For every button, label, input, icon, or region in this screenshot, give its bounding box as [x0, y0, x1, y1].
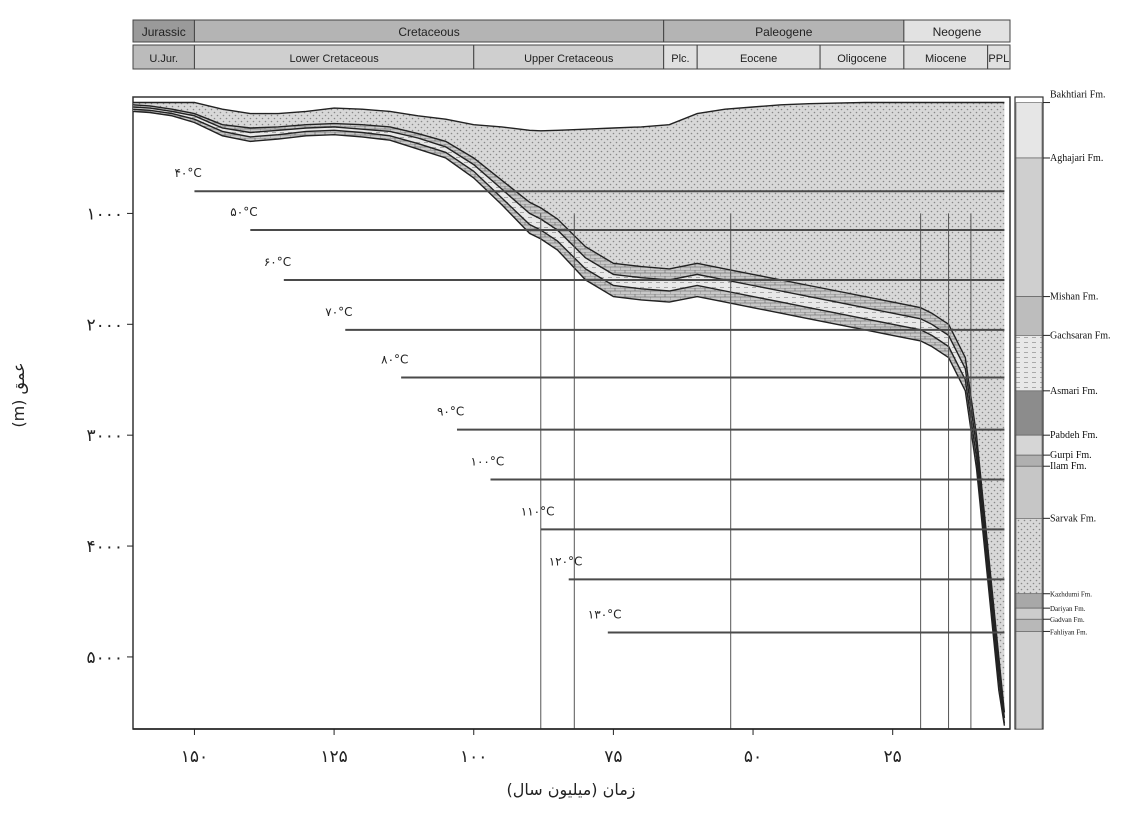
column-unit — [1015, 296, 1043, 336]
isotherm-label: ۴۰°C — [174, 166, 201, 180]
burial-layers — [132, 101, 1006, 726]
epoch-label: Oligocene — [837, 53, 887, 65]
y-tick-label: ۲۰۰۰ — [86, 315, 123, 335]
column-unit — [1015, 631, 1043, 730]
epoch-label: Eocene — [740, 53, 777, 65]
x-axis-title: زمان (میلیون سال) — [506, 780, 635, 800]
column-unit — [1015, 518, 1043, 595]
isotherm-label: ۱۳۰°C — [588, 608, 622, 622]
y-tick-label: ۱۰۰۰ — [86, 204, 123, 224]
epoch-label: PPL — [988, 53, 1009, 65]
epoch-cell — [987, 44, 1011, 70]
y-tick-label: ۴۰۰۰ — [86, 537, 123, 557]
period-cell — [903, 19, 1011, 43]
column-unit — [1015, 390, 1043, 436]
horizon-line — [133, 101, 1005, 132]
period-label: Cretaceous — [398, 25, 459, 39]
epoch-label: Upper Cretaceous — [524, 53, 614, 65]
column-unit — [1015, 607, 1043, 620]
horizon-line — [132, 104, 1006, 713]
isotherm-label: ۶۰°C — [264, 255, 291, 269]
epoch-cell — [193, 44, 475, 70]
formation-label: Dariyan Fm. — [1050, 605, 1086, 613]
column-unit — [1015, 434, 1043, 456]
x-tick-label: ۱۰۰ — [460, 747, 487, 767]
formation-label: Gurpi Fm. — [1050, 450, 1092, 461]
formation-label: Gachsaran Fm. — [1050, 330, 1111, 341]
isotherm-label: ۱۲۰°C — [549, 554, 583, 568]
period-label: Jurassic — [142, 25, 186, 39]
x-tick-label: ۲۵ — [884, 747, 902, 767]
epoch-label: U.Jur. — [149, 53, 178, 65]
burial-layer — [133, 102, 1005, 713]
y-axis-title: عمق (m) — [9, 362, 29, 427]
isotherm-lines: ۴۰°C ۵۰°C ۶۰°C ۷۰°C ۸۰°C ۹۰°C ۱۰۰°C ۱۱۰°C ۱۲۰°C ۱… — [174, 166, 1005, 634]
timescale-header: Jurassic Cretaceous Paleogene Neogene U.Jur.… — [132, 19, 1011, 70]
period-label: Neogene — [933, 25, 982, 39]
y-tick-label: ۳۰۰۰ — [86, 426, 123, 446]
formation-label: Kazhdumi Fm. — [1050, 591, 1092, 599]
age-vertical-lines — [540, 213, 972, 729]
formation-label: Gadvan Fm. — [1050, 616, 1085, 624]
isotherm-label: ۹۰°C — [437, 405, 464, 419]
x-tick-label: ۱۵۰ — [181, 747, 208, 767]
epoch-cell — [696, 44, 821, 70]
y-tick-label: ۵۰۰۰ — [86, 648, 123, 668]
epoch-cell — [473, 44, 665, 70]
formation-label: Fahliyan Fm. — [1050, 628, 1088, 636]
column-unit — [1015, 157, 1043, 297]
isotherm-label: ۵۰°C — [230, 205, 257, 219]
isotherm-label: ۸۰°C — [381, 353, 408, 367]
isotherm-label: ۷۰°C — [325, 305, 352, 319]
column-unit — [1015, 593, 1043, 609]
formation-label: Ilam Fm. — [1050, 461, 1087, 472]
epoch-label: Plc. — [671, 53, 689, 65]
stratigraphic-column: Bakhtiari Fm. Aghajari Fm. Mishan Fm. Gachs… — [1014, 90, 1111, 730]
x-tick-label: ۵۰ — [744, 747, 762, 767]
column-unit — [1015, 335, 1043, 392]
epoch-cell — [663, 44, 698, 70]
formation-label: Aghajari Fm. — [1050, 153, 1103, 164]
column-unit — [1015, 102, 1043, 159]
epoch-cell — [132, 44, 195, 70]
formation-label: Mishan Fm. — [1050, 292, 1098, 303]
epoch-cell — [819, 44, 905, 70]
formation-label: Bakhtiari Fm. — [1050, 90, 1106, 101]
formation-label: Asmari Fm. — [1050, 386, 1098, 397]
x-axis: ۱۵۰ ۱۲۵ ۱۰۰ ۷۵ ۵۰ ۲۵ — [133, 728, 1010, 767]
column-unit — [1015, 454, 1043, 467]
formation-label: Pabdeh Fm. — [1050, 430, 1098, 441]
isotherm-label: ۱۱۰°C — [521, 504, 555, 518]
horizon-line — [132, 106, 1006, 718]
period-label: Paleogene — [755, 25, 813, 39]
column-unit — [1015, 465, 1043, 519]
epoch-label: Miocene — [925, 53, 967, 65]
y-axis: ۱۰۰۰ ۲۰۰۰ ۳۰۰۰ ۴۰۰۰ ۵۰۰۰ — [86, 204, 133, 668]
epoch-label: Lower Cretaceous — [289, 53, 379, 65]
x-tick-label: ۷۵ — [604, 747, 622, 767]
formation-label: Sarvak Fm. — [1050, 513, 1096, 524]
horizon-line — [132, 108, 1006, 724]
x-tick-label: ۱۲۵ — [320, 747, 347, 767]
column-unit — [1015, 618, 1043, 632]
epoch-cell — [903, 44, 989, 70]
isotherm-label: ۱۰۰°C — [471, 455, 505, 469]
horizon-line — [132, 110, 1006, 726]
